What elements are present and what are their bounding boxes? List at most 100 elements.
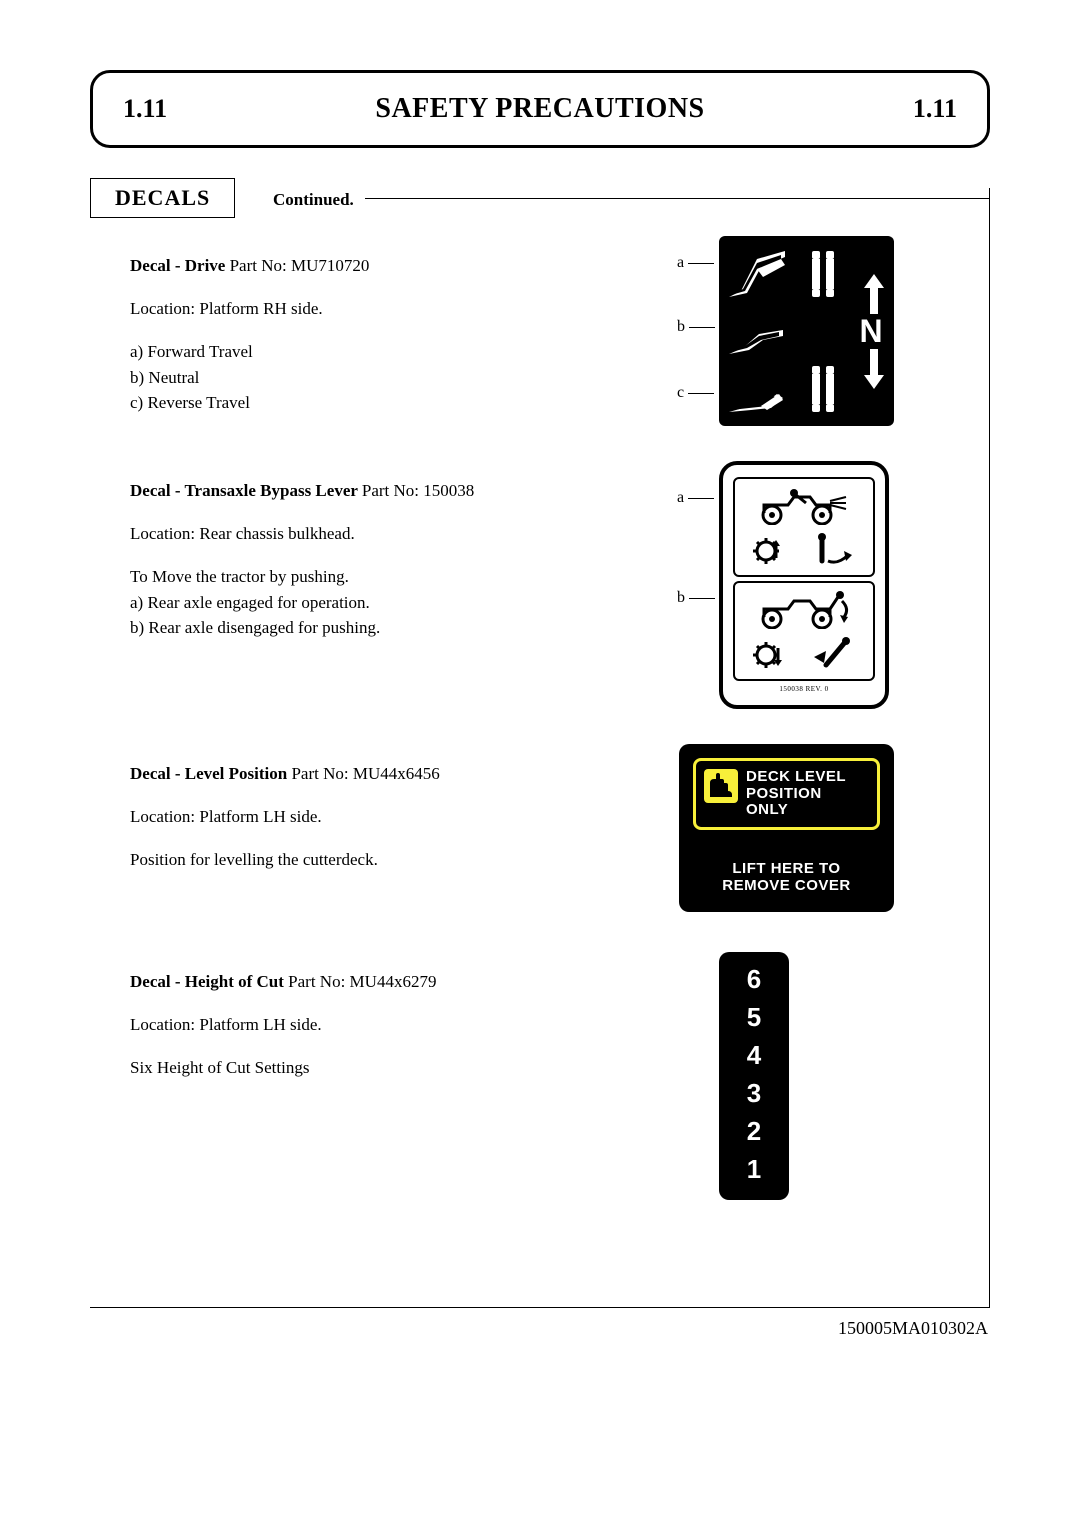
decklevel-title-bold: Decal - Level Position (130, 764, 291, 783)
decklevel-body: Position for levelling the cutterdeck. (130, 847, 659, 873)
drive-decal: N (719, 236, 894, 426)
bypass-title-bold: Decal - Transaxle Bypass Lever (130, 481, 362, 500)
decklevel-line1: DECK LEVEL (746, 769, 846, 786)
tractor-disengaged-icon (739, 587, 869, 629)
lever-up-icon (812, 635, 856, 675)
frame-top-rule (365, 198, 989, 199)
bypass-title: Decal - Transaxle Bypass Lever Part No: … (130, 478, 659, 504)
bypass-body-2: a) Rear axle engaged for operation. (130, 590, 659, 616)
bypass-footer: 150038 REV. 0 (733, 685, 875, 693)
leader-line-icon (689, 327, 715, 328)
bypass-body-1: To Move the tractor by pushing. (130, 564, 659, 590)
decklevel-line2: POSITION (746, 786, 846, 803)
gear-engaged-icon (752, 534, 786, 568)
section-decklevel: Decal - Level Position Part No: MU44x645… (130, 744, 959, 912)
drive-title-rest: Part No: MU710720 (230, 256, 370, 275)
section-hoc: Decal - Height of Cut Part No: MU44x6279… (130, 952, 959, 1200)
content-frame: DECALS Continued. Decal - Drive Part No:… (90, 188, 990, 1308)
section-bypass: Decal - Transaxle Bypass Lever Part No: … (130, 461, 959, 709)
section-decklevel-figure: DECK LEVEL POSITION ONLY LIFT HERE TO RE… (679, 744, 959, 912)
header-title: SAFETY PRECAUTIONS (263, 93, 817, 125)
leader-line-icon (688, 498, 714, 499)
bypass-decal: 150038 REV. 0 (719, 461, 889, 709)
decklevel-location: Location: Platform LH side. (130, 804, 659, 830)
drive-callout-a-label: a (677, 254, 684, 271)
section-bypass-figure: a b (679, 461, 959, 709)
bypass-cell-engaged (733, 477, 875, 577)
lever-down-icon (812, 531, 856, 571)
neutral-icon: N (856, 313, 886, 350)
pedal-forward-icon (727, 249, 787, 299)
bypass-cell-disengaged (733, 581, 875, 681)
drive-row-neutral: N (727, 304, 886, 359)
decklevel-bottom-text: LIFT HERE TO REMOVE COVER (693, 860, 880, 895)
gear-disengaged-icon (752, 638, 786, 672)
bypass-callout-a-label: a (677, 489, 684, 506)
decals-heading: DECALS (90, 178, 235, 218)
section-decklevel-text: Decal - Level Position Part No: MU44x645… (130, 744, 679, 912)
hoc-num-6: 6 (747, 960, 761, 998)
bypass-body-3: b) Rear axle disengaged for pushing. (130, 615, 659, 641)
hoc-body: Six Height of Cut Settings (130, 1055, 659, 1081)
drive-body: a) Forward Travel b) Neutral c) Reverse … (130, 339, 659, 416)
hoc-title: Decal - Height of Cut Part No: MU44x6279 (130, 969, 659, 995)
hoc-location: Location: Platform LH side. (130, 1012, 659, 1038)
drive-row-forward (727, 246, 886, 301)
bypass-location: Location: Rear chassis bulkhead. (130, 521, 659, 547)
drive-callout-c: c (677, 384, 714, 402)
bypass-title-rest: Part No: 150038 (362, 481, 474, 500)
bypass-body: To Move the tractor by pushing. a) Rear … (130, 564, 659, 641)
decklevel-title-rest: Part No: MU44x6456 (291, 764, 439, 783)
page: 1.11 SAFETY PRECAUTIONS 1.11 DECALS Cont… (0, 0, 1080, 1399)
bypass-callout-a: a (677, 489, 714, 507)
decklevel-top-text: DECK LEVEL POSITION ONLY (746, 769, 846, 819)
section-drive-figure: a b c (679, 236, 959, 426)
hoc-decal: 6 5 4 3 2 1 (719, 952, 789, 1200)
bypass-callout-b: b (677, 589, 715, 607)
bypass-engaged-symbols (739, 531, 869, 571)
bars-icon (812, 253, 834, 295)
drive-body-a: a) Forward Travel (130, 339, 659, 365)
hoc-num-5: 5 (747, 998, 761, 1036)
decklevel-line3: ONLY (746, 802, 846, 819)
drive-callout-c-label: c (677, 384, 684, 401)
drive-callout-b: b (677, 318, 715, 336)
hoc-num-4: 4 (747, 1036, 761, 1074)
leader-line-icon (688, 263, 714, 264)
bypass-disengaged-symbols (739, 635, 869, 675)
section-drive: Decal - Drive Part No: MU710720 Location… (130, 188, 959, 426)
hoc-num-3: 3 (747, 1074, 761, 1112)
hoc-title-rest: Part No: MU44x6279 (288, 972, 436, 991)
leader-line-icon (689, 598, 715, 599)
section-bypass-text: Decal - Transaxle Bypass Lever Part No: … (130, 461, 679, 709)
drive-title: Decal - Drive Part No: MU710720 (130, 253, 659, 279)
header-section-left: 1.11 (123, 94, 263, 124)
header-section-right: 1.11 (817, 94, 957, 124)
document-footer-code: 150005MA010302A (90, 1318, 990, 1339)
hoc-num-1: 1 (747, 1150, 761, 1188)
header-box: 1.11 SAFETY PRECAUTIONS 1.11 (90, 70, 990, 148)
decklevel-top-box: DECK LEVEL POSITION ONLY (693, 758, 880, 830)
drive-body-b: b) Neutral (130, 365, 659, 391)
bars-icon (812, 368, 834, 410)
decklevel-hand-icon (704, 769, 738, 803)
drive-body-c: c) Reverse Travel (130, 390, 659, 416)
section-drive-text: Decal - Drive Part No: MU710720 Location… (130, 236, 679, 426)
hoc-title-bold: Decal - Height of Cut (130, 972, 288, 991)
drive-location: Location: Platform RH side. (130, 296, 659, 322)
drive-callout-b-label: b (677, 318, 685, 335)
decklevel-decal: DECK LEVEL POSITION ONLY LIFT HERE TO RE… (679, 744, 894, 912)
decklevel-body-1: Position for levelling the cutterdeck. (130, 847, 659, 873)
section-hoc-figure: 6 5 4 3 2 1 (679, 952, 959, 1200)
hoc-num-2: 2 (747, 1112, 761, 1150)
drive-title-bold: Decal - Drive (130, 256, 230, 275)
decklevel-title: Decal - Level Position Part No: MU44x645… (130, 761, 659, 787)
section-hoc-text: Decal - Height of Cut Part No: MU44x6279… (130, 952, 679, 1200)
pedal-reverse-icon (727, 364, 787, 414)
decklevel-bottom-line1: LIFT HERE TO (693, 860, 880, 877)
drive-callout-a: a (677, 254, 714, 272)
leader-line-icon (688, 393, 714, 394)
bypass-callout-b-label: b (677, 589, 685, 606)
tractor-engaged-icon (739, 483, 869, 525)
continued-label: Continued. (265, 190, 362, 210)
